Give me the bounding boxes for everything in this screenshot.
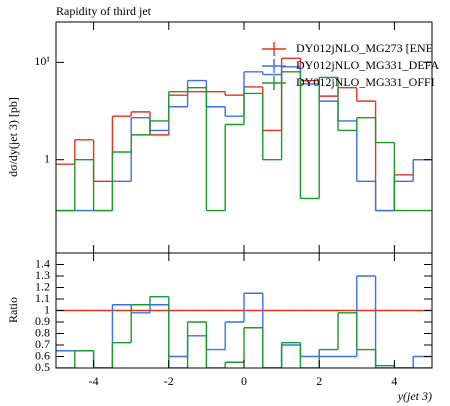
x-tick-label: -4: [89, 374, 99, 388]
x-axis-label: y(jet 3): [397, 389, 432, 403]
y-tick-label: 1: [44, 151, 50, 165]
legend-label: DY012jNLO_MG331_OFFI: [296, 75, 435, 89]
y-tick-label: 0.6: [35, 348, 50, 362]
y-tick-label: 1: [44, 302, 50, 316]
legend-label: DY012jNLO_MG273 [ENE: [296, 41, 433, 55]
x-tick-label: 2: [316, 374, 322, 388]
ratio-plot-area: [56, 275, 432, 368]
y-tick-label: 0.9: [35, 314, 50, 328]
y-tick-label: 10¹: [34, 54, 50, 68]
y-tick-label: 1.4: [35, 256, 50, 270]
main-plot-area: [56, 57, 432, 212]
y-tick-label: 0.5: [35, 360, 50, 374]
chart-title: Rapidity of third jet: [56, 4, 152, 18]
x-tick-label: 0: [241, 374, 247, 388]
y-tick-label: 0.7: [35, 337, 50, 351]
ratio-axis-label: Ratio: [6, 297, 20, 323]
x-tick-label: 4: [391, 374, 397, 388]
y-tick-label: 1.1: [35, 291, 50, 305]
x-tick-label: -2: [164, 374, 174, 388]
legend-label: DY012jNLO_MG331_DEFA: [296, 58, 439, 72]
y-tick-label: 1.2: [35, 279, 50, 293]
y-axis-label: dσ/dy(jet 3) [pb]: [6, 97, 20, 177]
y-tick-label: 0.8: [35, 325, 50, 339]
y-tick-label: 1.3: [35, 268, 50, 282]
